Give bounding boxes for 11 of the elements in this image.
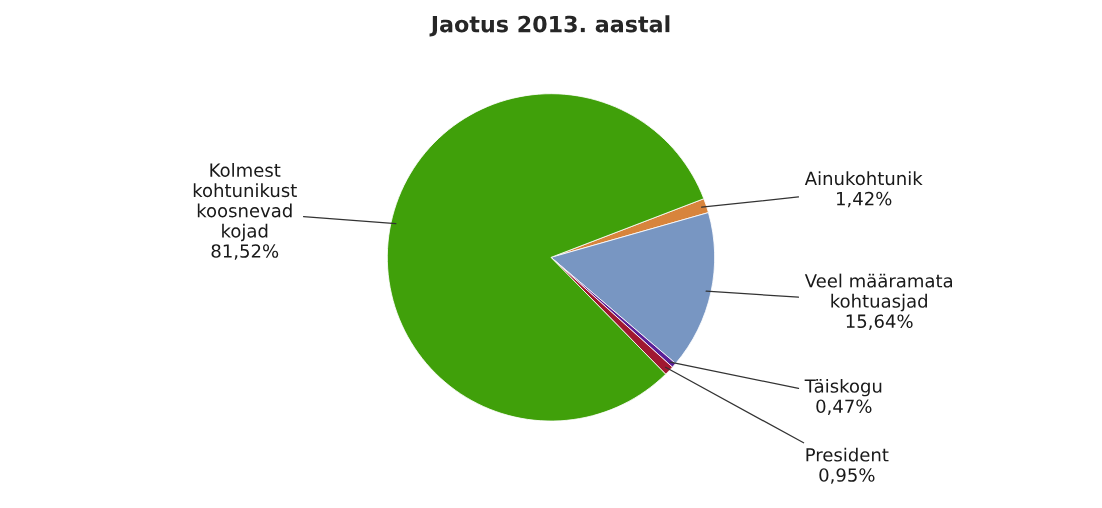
slice-label: Veel määramata kohtuasjad — [804, 273, 952, 312]
slice-label: Kolmest kohtunikust koosnevad kojad — [193, 163, 297, 242]
data-label: 15,64% — [846, 314, 913, 330]
data-label: 1,42% — [837, 191, 892, 208]
slice-label: President — [806, 447, 889, 462]
slice-label: Ainukohtunik — [804, 171, 923, 186]
data-label: 0,95% — [819, 468, 875, 484]
chart-title: Jaotus 2013. aastal — [429, 15, 670, 37]
data-label: 81,52% — [211, 244, 279, 260]
data-label: 0,47% — [816, 399, 872, 415]
slice-label: Täiskogu — [804, 378, 882, 397]
